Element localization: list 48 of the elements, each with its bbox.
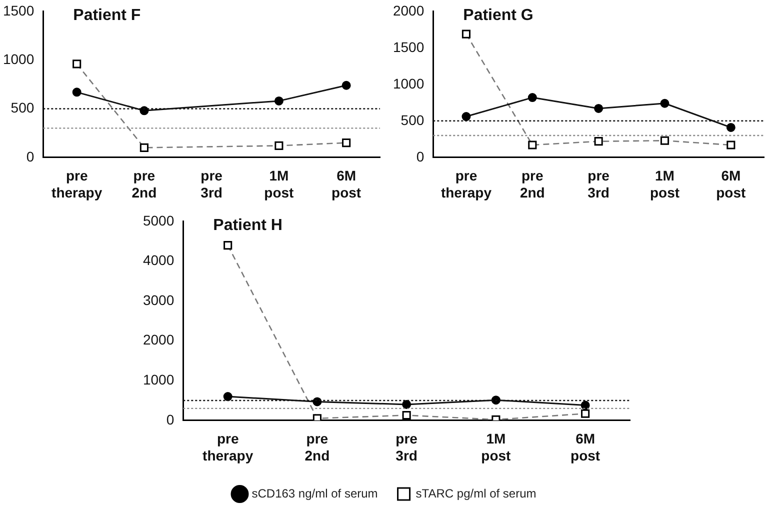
y-tick-label: 0 — [166, 411, 174, 428]
x-tick-label: pre 3rd — [396, 430, 418, 464]
x-tick-label: 1M post — [650, 168, 680, 200]
x-tick-label: pre 3rd — [200, 168, 223, 200]
x-tick-label: pre therapy — [52, 168, 102, 200]
point — [660, 98, 670, 108]
chart-title: Patient H — [213, 216, 282, 234]
y-tick-label: 3000 — [142, 292, 174, 308]
point — [528, 93, 537, 102]
point — [312, 397, 322, 406]
x-tick-label: 1M post — [481, 430, 512, 464]
y-tick-label: 500 — [400, 112, 424, 128]
x-tick-label: 6M post — [332, 168, 362, 200]
point — [274, 96, 284, 106]
y-tick-label: 1000 — [392, 75, 424, 92]
y-tick-label: 5000 — [142, 212, 174, 228]
y-tick-label: 1000 — [2, 50, 34, 67]
y-tick-label: 0 — [416, 148, 424, 164]
point — [594, 104, 604, 113]
y-tick-label: 1500 — [392, 38, 424, 55]
y-tick-label: 1500 — [2, 2, 34, 18]
legend-label: sCD163 ng/ml of serum — [252, 486, 378, 500]
chart-title: Patient G — [463, 6, 534, 24]
point — [72, 88, 82, 97]
x-tick-label: pre therapy — [440, 168, 492, 200]
x-tick-label: pre 2nd — [132, 168, 157, 200]
x-tick-label: pre 2nd — [304, 430, 330, 464]
point — [402, 400, 412, 409]
y-tick-label: 2000 — [142, 332, 174, 348]
x-tick-label: 6M post — [570, 430, 600, 464]
point — [726, 122, 736, 132]
point — [223, 392, 232, 402]
x-tick-label: 1M post — [264, 168, 294, 200]
y-tick-label: 1000 — [142, 371, 174, 388]
x-tick-label: 6M post — [716, 168, 746, 200]
x-tick-label: pre 2nd — [520, 168, 545, 200]
point — [580, 400, 590, 410]
y-tick-label: 500 — [10, 100, 34, 116]
point — [462, 112, 471, 122]
y-tick-label: 0 — [26, 148, 34, 164]
point — [342, 80, 351, 90]
legend-label: sTARC pg/ml of serum — [416, 486, 536, 500]
y-tick-label: 2000 — [392, 2, 424, 18]
y-tick-label: 4000 — [142, 252, 174, 268]
chart-title: Patient F — [73, 6, 141, 24]
x-tick-label: pre therapy — [202, 430, 254, 464]
point — [491, 396, 500, 405]
x-tick-label: pre 3rd — [588, 168, 610, 200]
